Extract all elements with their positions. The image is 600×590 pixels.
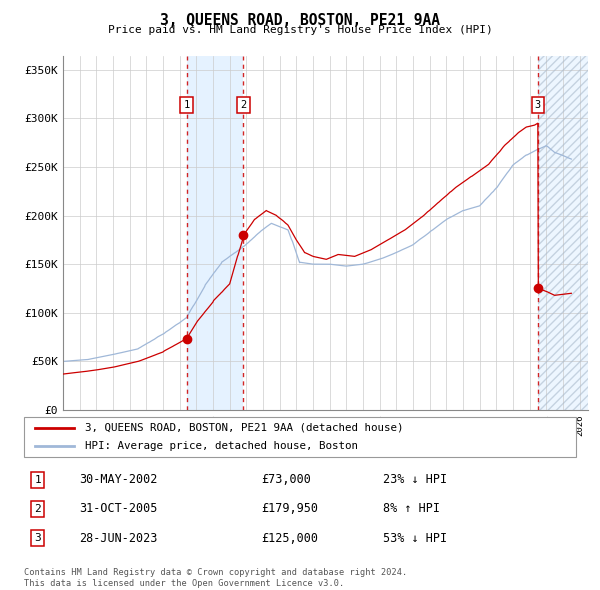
Text: 53% ↓ HPI: 53% ↓ HPI [383, 532, 447, 545]
Text: £73,000: £73,000 [262, 473, 311, 486]
Bar [538, 56, 588, 410]
Text: 3: 3 [34, 533, 41, 543]
Text: 2: 2 [241, 100, 247, 110]
Text: Price paid vs. HM Land Registry's House Price Index (HPI): Price paid vs. HM Land Registry's House … [107, 25, 493, 35]
Text: 2: 2 [34, 504, 41, 514]
Text: 3: 3 [535, 100, 541, 110]
Text: £179,950: £179,950 [262, 502, 319, 516]
Bar [187, 56, 244, 410]
Text: 1: 1 [34, 475, 41, 484]
Text: 31-OCT-2005: 31-OCT-2005 [79, 502, 158, 516]
Text: 1: 1 [184, 100, 190, 110]
Text: 23% ↓ HPI: 23% ↓ HPI [383, 473, 447, 486]
Text: £125,000: £125,000 [262, 532, 319, 545]
Text: 8% ↑ HPI: 8% ↑ HPI [383, 502, 440, 516]
Text: 28-JUN-2023: 28-JUN-2023 [79, 532, 158, 545]
Text: Contains HM Land Registry data © Crown copyright and database right 2024.: Contains HM Land Registry data © Crown c… [24, 568, 407, 576]
Text: 3, QUEENS ROAD, BOSTON, PE21 9AA (detached house): 3, QUEENS ROAD, BOSTON, PE21 9AA (detach… [85, 423, 403, 433]
Text: HPI: Average price, detached house, Boston: HPI: Average price, detached house, Bost… [85, 441, 358, 451]
Text: This data is licensed under the Open Government Licence v3.0.: This data is licensed under the Open Gov… [24, 579, 344, 588]
Text: 30-MAY-2002: 30-MAY-2002 [79, 473, 158, 486]
FancyBboxPatch shape [24, 417, 576, 457]
Text: 3, QUEENS ROAD, BOSTON, PE21 9AA: 3, QUEENS ROAD, BOSTON, PE21 9AA [160, 13, 440, 28]
Bar [538, 53, 588, 410]
